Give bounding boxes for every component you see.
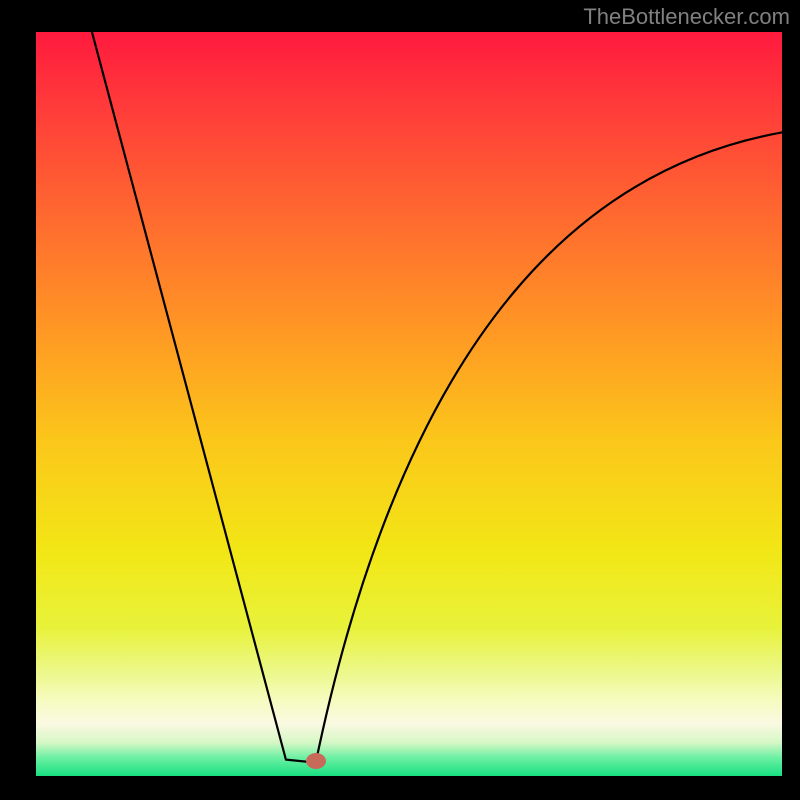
optimal-point-marker <box>306 753 326 769</box>
watermark-text: TheBottlenecker.com <box>583 4 790 30</box>
plot-area <box>36 32 782 776</box>
bottleneck-curve <box>36 32 782 776</box>
